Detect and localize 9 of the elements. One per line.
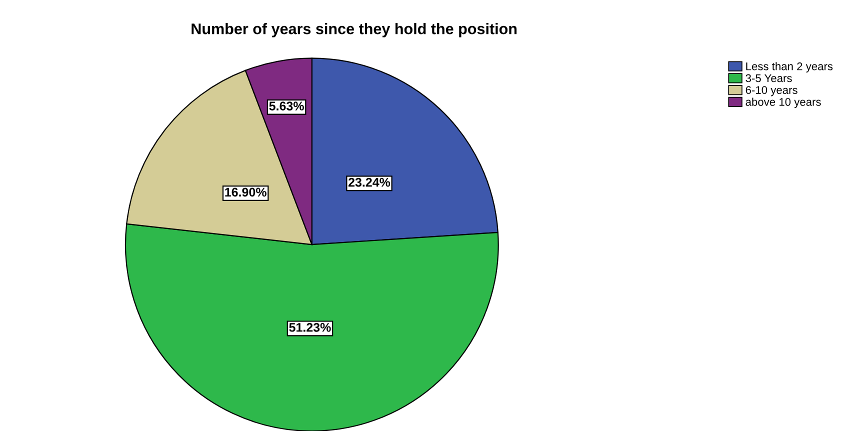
legend-label: 6-10 years [746,86,798,96]
data-label: 5.63% [269,102,304,110]
legend-label: above 10 years [746,98,821,108]
legend-label: 3-5 Years [746,74,792,82]
chart-title: Number of years since they hold the position [192,23,517,38]
data-label: 23.24% [348,178,390,187]
data-label: 16.90% [225,188,266,197]
data-label: 51.23% [289,322,331,332]
legend-label: Less than 2 years [746,62,833,72]
